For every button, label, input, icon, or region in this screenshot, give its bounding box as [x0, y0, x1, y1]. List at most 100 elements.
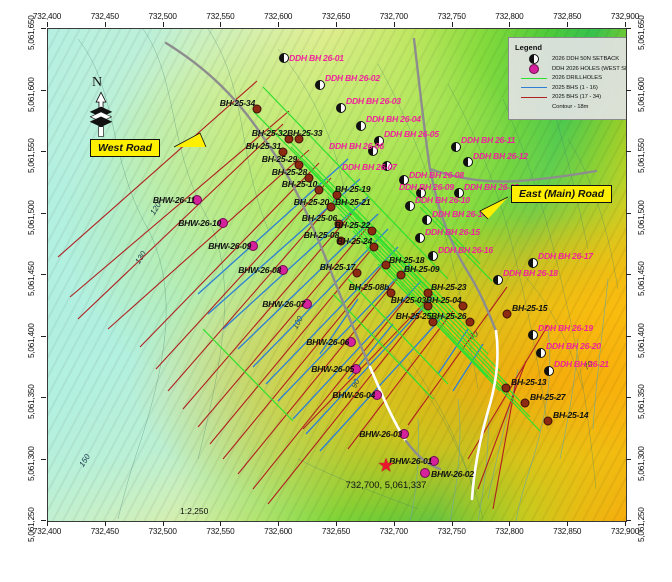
bh-label: BH-25-21	[335, 197, 371, 207]
ddh-label: DDH BH 26-16	[438, 245, 493, 255]
y-axis-tick-mark	[41, 397, 46, 398]
ddh-marker[interactable]	[463, 157, 473, 167]
legend-item: 2025 BHS (1 - 16)	[521, 84, 626, 92]
y-axis-tick-mark	[41, 151, 46, 152]
bh-label: BH-25-32	[251, 128, 288, 138]
bhw-marker[interactable]	[302, 299, 312, 309]
ddh-marker[interactable]	[368, 146, 378, 156]
bhw-label: BHW-26-09	[208, 241, 251, 251]
bhw-marker[interactable]	[429, 456, 439, 466]
bh-label: BH-25-27	[530, 392, 566, 402]
bhw-marker[interactable]	[399, 429, 409, 439]
bh-collar-marker[interactable]	[334, 219, 344, 229]
ddh-marker[interactable]	[528, 330, 538, 340]
ddh-marker[interactable]	[454, 188, 464, 198]
y-axis-tick-label: 5,061,600	[637, 76, 646, 112]
legend-item: DDH 2026 HOLES (WEST SIDE)	[521, 63, 627, 74]
y-axis-tick-mark	[41, 212, 46, 214]
ddh-marker[interactable]	[544, 366, 554, 376]
ddh-marker[interactable]	[374, 136, 384, 146]
ddh-marker[interactable]	[428, 251, 438, 261]
bh-collar-marker[interactable]	[396, 270, 406, 280]
ddh-marker[interactable]	[536, 348, 546, 358]
ddh-label: DDH BH 26-14	[432, 209, 487, 219]
y-axis-tick-mark	[41, 458, 46, 460]
bh-collar-marker[interactable]	[520, 398, 530, 408]
bh-collar-marker[interactable]	[352, 268, 362, 278]
ddh-marker[interactable]	[493, 275, 503, 285]
bhw-marker[interactable]	[351, 364, 361, 374]
y-axis-tick-mark	[626, 458, 631, 460]
x-axis-tick-label: 732,550	[206, 527, 235, 536]
x-axis-tick-mark	[104, 521, 106, 526]
bhw-marker[interactable]	[278, 265, 288, 275]
legend-item-label: DDH 2026 HOLES (WEST SIDE)	[552, 65, 627, 72]
bh-collar-marker[interactable]	[294, 134, 304, 144]
x-axis-tick-mark	[104, 22, 106, 27]
bh-collar-marker[interactable]	[369, 242, 379, 252]
ddh-marker[interactable]	[405, 201, 415, 211]
bh-collar-marker[interactable]	[332, 190, 342, 200]
bh-collar-marker[interactable]	[294, 160, 304, 170]
bh-collar-marker[interactable]	[381, 260, 391, 270]
bh-collar-marker[interactable]	[367, 226, 377, 236]
bh-collar-marker[interactable]	[458, 301, 468, 311]
ddh-marker[interactable]	[336, 103, 346, 113]
map-canvas[interactable]: 120 130 150 80 70 100 90	[47, 28, 627, 522]
callout-east-main-road: East (Main) Road	[511, 185, 613, 203]
legend-item-label: 2025 BHS (17 - 34)	[552, 94, 601, 101]
bh-collar-marker[interactable]	[501, 383, 511, 393]
bh-collar-marker[interactable]	[386, 288, 396, 298]
ddh-label: DDH BH 26-04	[366, 114, 421, 124]
bh-collar-marker[interactable]	[423, 288, 433, 298]
x-axis-tick-mark	[336, 521, 337, 526]
bh-label: BH-25-18	[389, 255, 425, 265]
ddh-label: DDH BH 26-03	[346, 96, 401, 106]
bhw-marker[interactable]	[346, 337, 356, 347]
bh-label: BH-25-14	[553, 410, 589, 420]
x-axis-tick-label: 732,750	[437, 527, 466, 536]
ddh-marker[interactable]	[356, 121, 366, 131]
x-axis-tick-label: 732,450	[90, 527, 119, 536]
ddh-marker[interactable]	[416, 188, 426, 198]
ddh-marker[interactable]	[422, 215, 432, 225]
ddh-marker[interactable]	[382, 161, 392, 171]
x-axis-tick-label: 732,600	[264, 12, 293, 21]
bh-collar-marker[interactable]	[284, 134, 294, 144]
x-axis-tick-mark	[509, 22, 511, 27]
callout-west-road: West Road	[90, 139, 161, 157]
ddh-marker[interactable]	[279, 53, 289, 63]
bh-collar-marker[interactable]	[502, 309, 512, 319]
bh-label: BH-25-26	[431, 311, 467, 321]
bh-collar-marker[interactable]	[543, 416, 553, 426]
x-axis-tick-mark	[509, 521, 511, 526]
bh-collar-marker[interactable]	[314, 185, 324, 195]
bh-collar-marker[interactable]	[428, 317, 438, 327]
bhw-marker[interactable]	[192, 195, 202, 205]
ddh-marker[interactable]	[451, 142, 461, 152]
bhw-marker[interactable]	[248, 241, 258, 251]
bhw-marker[interactable]	[420, 468, 430, 478]
bh-collar-marker[interactable]	[252, 104, 262, 114]
ddh-marker[interactable]	[399, 175, 409, 185]
x-axis-tick-label: 732,900	[610, 12, 640, 21]
ddh-marker[interactable]	[315, 80, 325, 90]
bhw-marker[interactable]	[372, 390, 382, 400]
bh-collar-marker[interactable]	[423, 301, 433, 311]
bh-collar-marker[interactable]	[278, 147, 288, 157]
road-layer	[48, 29, 626, 521]
y-axis-tick-mark	[41, 274, 46, 275]
ddh-marker[interactable]	[528, 258, 538, 268]
y-axis-tick-label: 5,061,550	[637, 138, 646, 173]
bhw-marker[interactable]	[218, 218, 228, 228]
bh-collar-marker[interactable]	[336, 236, 346, 246]
scale-ratio-label: 1:2,250	[180, 506, 209, 516]
magenta-circle-icon	[521, 63, 547, 74]
bh-collar-marker[interactable]	[326, 202, 336, 212]
drainage-layer	[48, 29, 626, 521]
bh-collar-marker[interactable]	[465, 317, 475, 327]
ddh-marker[interactable]	[415, 233, 425, 243]
bh-collar-marker[interactable]	[304, 173, 314, 183]
ddh-label: DDH BH 26-13	[464, 182, 519, 192]
bh-label: BH-25-10	[281, 179, 318, 189]
